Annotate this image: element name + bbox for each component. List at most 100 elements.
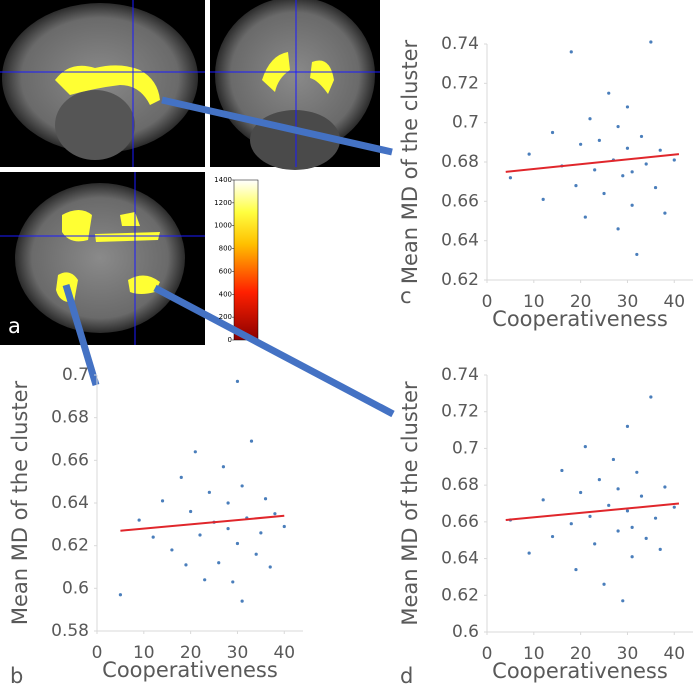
brain-axial <box>0 172 205 345</box>
colorbar-tick-label: 800 <box>219 245 232 253</box>
point <box>644 536 648 540</box>
point <box>226 501 230 505</box>
x-tick-label: 30 <box>617 292 639 312</box>
x-tick-label: 0 <box>482 644 493 664</box>
x-tick-label: 30 <box>227 643 249 663</box>
point <box>616 227 620 231</box>
panel-label: c <box>400 284 412 308</box>
point <box>268 565 272 569</box>
brain-coronal <box>210 0 380 170</box>
colorbar-tick-label: 1400 <box>214 176 232 184</box>
point <box>574 184 578 188</box>
connectors <box>62 96 395 418</box>
point <box>635 470 639 474</box>
point <box>259 531 263 535</box>
point <box>137 518 141 522</box>
point <box>207 490 211 494</box>
y-tick-label: 0.68 <box>441 475 479 495</box>
point <box>649 395 653 399</box>
point <box>593 168 597 172</box>
point <box>527 152 531 156</box>
point <box>574 567 578 572</box>
point <box>630 203 634 207</box>
y-tick-label: 0.66 <box>441 512 479 532</box>
point <box>579 490 583 495</box>
point <box>541 197 545 201</box>
y-tick-label: 0.62 <box>441 585 479 605</box>
point <box>597 138 601 142</box>
trend-line <box>120 514 285 532</box>
y-tick-label: 0.66 <box>51 450 89 470</box>
y-tick-label: 0.72 <box>441 402 479 422</box>
point <box>602 582 606 586</box>
point <box>625 105 630 109</box>
point <box>630 525 634 529</box>
panel-label: b <box>10 664 23 688</box>
point <box>226 527 230 531</box>
point <box>569 522 573 526</box>
point <box>663 485 667 489</box>
y-axis-label: Mean MD of the cluster <box>398 39 422 284</box>
y-tick-label: 0.7 <box>452 438 479 458</box>
point <box>593 542 597 546</box>
x-tick-label: 10 <box>523 644 545 664</box>
point <box>184 563 188 567</box>
point <box>621 599 625 603</box>
x-tick-label: 20 <box>570 292 592 312</box>
point <box>630 555 634 559</box>
point <box>616 125 620 129</box>
point <box>151 535 155 539</box>
point <box>653 516 658 520</box>
point <box>273 512 277 516</box>
brain-sagittal <box>0 0 205 167</box>
point <box>254 552 258 556</box>
point <box>588 514 592 518</box>
point <box>179 475 183 479</box>
point <box>221 465 226 469</box>
point <box>644 162 648 166</box>
point <box>625 509 630 513</box>
trend-line <box>505 502 680 522</box>
x-tick-label: 20 <box>570 644 592 664</box>
y-tick-label: 0.64 <box>441 231 479 251</box>
point <box>189 509 193 514</box>
y-tick-label: 0.68 <box>51 408 89 428</box>
y-axis-label: Mean MD of the cluster <box>8 380 32 625</box>
point <box>621 174 625 178</box>
x-tick-label: 20 <box>180 643 202 663</box>
point <box>550 534 555 539</box>
x-tick-label: 0 <box>482 292 493 312</box>
point <box>607 91 611 95</box>
point <box>508 176 513 180</box>
colorbar-tick-label: 1200 <box>214 199 232 207</box>
point <box>193 450 197 454</box>
point <box>639 134 644 139</box>
point <box>583 215 587 219</box>
point <box>249 439 254 443</box>
y-tick-label: 0.64 <box>51 493 89 513</box>
x-tick-label: 30 <box>617 644 639 664</box>
point <box>527 551 531 555</box>
point <box>597 478 601 482</box>
point <box>569 50 573 54</box>
panel-label: a <box>8 314 21 338</box>
y-tick-label: 0.7 <box>452 113 479 133</box>
point <box>263 497 268 501</box>
point <box>231 580 235 584</box>
point <box>616 487 620 491</box>
x-tick-label: 0 <box>92 643 103 663</box>
point <box>653 185 658 190</box>
point <box>625 424 630 428</box>
point <box>625 146 630 150</box>
point <box>217 561 221 565</box>
trend-line <box>505 153 680 173</box>
point <box>541 498 545 502</box>
point <box>602 191 606 196</box>
x-tick-label: 40 <box>273 643 295 663</box>
y-tick-label: 0.64 <box>441 549 479 569</box>
point <box>240 484 244 488</box>
point <box>160 499 165 503</box>
colorbar-tick-label: 0 <box>228 336 232 344</box>
point <box>658 148 662 152</box>
